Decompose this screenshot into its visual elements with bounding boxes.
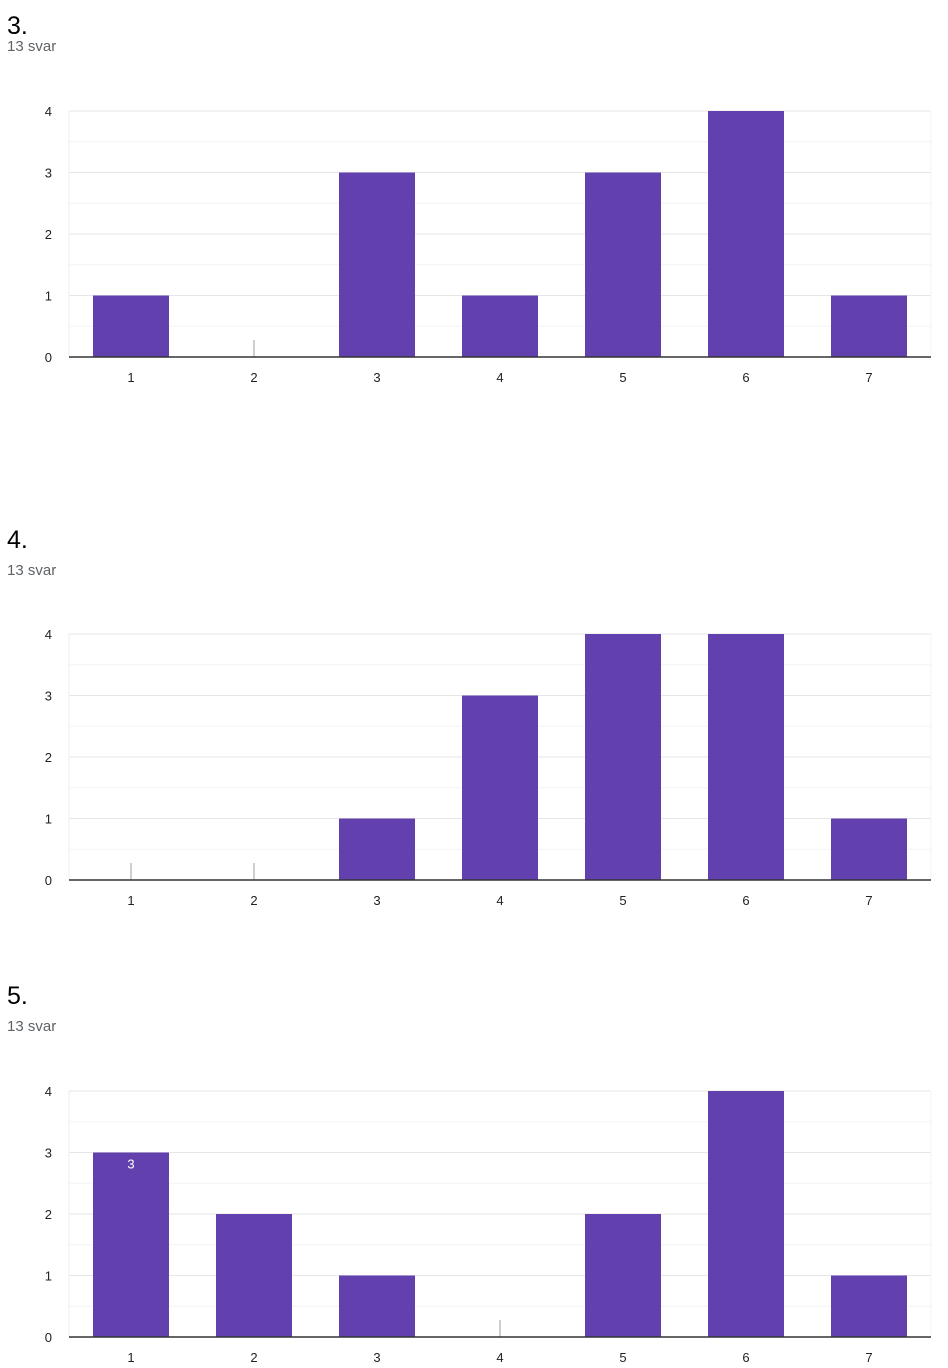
x-tick-label: 7 — [865, 1350, 872, 1365]
x-tick-label: 6 — [742, 893, 749, 908]
y-tick-label: 4 — [45, 104, 52, 119]
x-tick-label: 1 — [127, 370, 134, 385]
y-tick-label: 0 — [45, 350, 52, 365]
bar — [585, 1214, 661, 1337]
y-tick-label: 4 — [45, 1084, 52, 1099]
bar — [339, 172, 415, 357]
x-tick-label: 3 — [373, 370, 380, 385]
question-title: 4. — [7, 526, 28, 554]
bar — [831, 1275, 907, 1337]
bar — [708, 111, 784, 357]
x-tick-label: 2 — [250, 1350, 257, 1365]
y-tick-label: 3 — [45, 1146, 52, 1161]
response-count: 13 svar — [7, 1018, 57, 1035]
bar — [831, 818, 907, 880]
bar — [585, 172, 661, 357]
x-tick-label: 5 — [619, 370, 626, 385]
bar — [339, 818, 415, 880]
bar — [339, 1275, 415, 1337]
bar-chart-q3: 0 1 2 3 4 1 2 3 4 5 6 7 — [45, 104, 932, 385]
y-tick-label: 0 — [45, 1330, 52, 1345]
x-tick-label: 6 — [742, 1350, 749, 1365]
x-tick-label: 6 — [742, 370, 749, 385]
response-count: 13 svar — [7, 38, 57, 55]
x-tick-label: 4 — [496, 893, 503, 908]
x-tick-label: 3 — [373, 1350, 380, 1365]
y-tick-label: 3 — [45, 689, 52, 704]
y-tick-label: 4 — [45, 627, 52, 642]
x-tick-label: 1 — [127, 1350, 134, 1365]
y-tick-label: 1 — [45, 289, 52, 304]
response-count: 13 svar — [7, 562, 57, 579]
y-tick-label: 2 — [45, 227, 52, 242]
y-tick-label: 3 — [45, 166, 52, 181]
bar — [462, 295, 538, 357]
x-tick-label: 2 — [250, 370, 257, 385]
x-tick-label: 4 — [496, 370, 503, 385]
x-tick-label: 5 — [619, 1350, 626, 1365]
bar — [462, 695, 538, 880]
bar — [831, 295, 907, 357]
bar — [585, 634, 661, 880]
x-tick-label: 7 — [865, 893, 872, 908]
x-tick-label: 3 — [373, 893, 380, 908]
bar — [216, 1214, 292, 1337]
x-tick-label: 4 — [496, 1350, 503, 1365]
y-tick-label: 1 — [45, 1269, 52, 1284]
y-tick-label: 2 — [45, 750, 52, 765]
x-tick-label: 5 — [619, 893, 626, 908]
x-tick-label: 2 — [250, 893, 257, 908]
bar — [93, 1152, 169, 1337]
question-title: 5. — [7, 982, 28, 1010]
bar — [93, 295, 169, 357]
y-tick-label: 1 — [45, 812, 52, 827]
bar-chart-q4: 0 1 2 3 4 1 2 3 4 5 6 7 — [45, 627, 932, 908]
x-tick-label: 7 — [865, 370, 872, 385]
bar-chart-q5: 0 1 2 3 4 3 1 2 3 4 5 6 7 — [45, 1084, 932, 1365]
y-tick-label: 2 — [45, 1207, 52, 1222]
bar-data-label: 3 — [127, 1157, 134, 1172]
y-tick-label: 0 — [45, 873, 52, 888]
question-title: 3. — [7, 12, 28, 40]
bar — [708, 1091, 784, 1337]
bar — [708, 634, 784, 880]
x-tick-label: 1 — [127, 893, 134, 908]
